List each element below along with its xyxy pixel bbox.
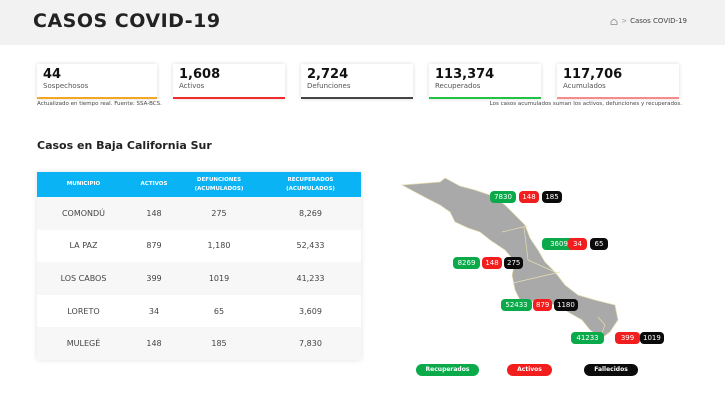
map-badge-mulege-activos: 148 — [519, 191, 539, 203]
stat-card-recuperados: 113,374 Recuperados — [429, 64, 541, 99]
cell-municipio: LORETO — [67, 306, 100, 316]
stat-card-sospechosos: 44 Sospechosos — [37, 64, 157, 99]
section-title: Casos en Baja California Sur — [37, 139, 212, 152]
cell-recuperados: 41,233 — [296, 273, 325, 283]
map-badge-mulege-recuperados: 7830 — [490, 191, 516, 203]
stat-label: Defunciones — [307, 82, 351, 90]
cell-defunciones: 185 — [211, 339, 227, 349]
cell-recuperados: 7,830 — [299, 339, 322, 349]
stat-card-activos: 1,608 Activos — [173, 64, 285, 99]
map-badge-loscabos-activos: 399 — [615, 332, 640, 344]
cell-defunciones: 1,180 — [207, 241, 231, 251]
cell-defunciones: 1019 — [208, 273, 230, 283]
cell-defunciones: 65 — [213, 306, 225, 316]
breadcrumb-current: Casos COVID-19 — [630, 17, 687, 25]
source-note: Actualizado en tiempo real. Fuente: SSA-… — [37, 101, 162, 107]
map-badge-loscabos-fallecidos: 1019 — [640, 332, 664, 344]
cell-defunciones: 275 — [211, 208, 227, 218]
table-row: MULEGÉ 148 185 7,830 — [37, 327, 361, 360]
table-row: LA PAZ 879 1,180 52,433 — [37, 230, 361, 263]
map-badge-lapaz-recuperados: 52433 — [501, 299, 532, 311]
legend-recuperados: Recuperados — [416, 364, 479, 376]
col-activos: ACTIVOS — [140, 181, 168, 187]
cell-recuperados: 8,269 — [299, 208, 322, 218]
stat-value: 44 — [43, 67, 62, 82]
map-badge-lapaz-activos: 879 — [533, 299, 553, 311]
cell-municipio: MULEGÉ — [66, 339, 101, 349]
cell-activos: 34 — [148, 306, 160, 316]
stat-value: 2,724 — [307, 67, 349, 82]
cell-recuperados: 3,609 — [299, 306, 322, 316]
cell-activos: 148 — [146, 208, 162, 218]
breadcrumb: > Casos COVID-19 — [610, 17, 687, 25]
cell-municipio: LA PAZ — [69, 241, 98, 251]
stat-label: Recuperados — [435, 82, 481, 90]
col-municipio: MUNICIPIO — [66, 181, 101, 187]
page-title: CASOS COVID-19 — [33, 10, 221, 32]
cell-municipio: LOS CABOS — [60, 273, 107, 283]
table-header: MUNICIPIO ACTIVOS DEFUNCIONES (ACUMULADO… — [37, 172, 361, 197]
home-icon[interactable] — [610, 17, 618, 25]
map-badge-loreto-recuperados: 3609 — [542, 238, 576, 250]
map-badge-loreto-activos: 34 — [568, 238, 587, 250]
accumulated-note: Los casos acumulados suman los activos, … — [489, 101, 682, 107]
map-badge-comondu-activos: 148 — [482, 257, 502, 269]
table-row: COMONDÚ 148 275 8,269 — [37, 197, 361, 230]
col-defunciones: DEFUNCIONES (ACUMULADOS) — [194, 176, 244, 192]
map-badge-comondu-fallecidos: 275 — [504, 257, 524, 269]
map-badge-mulege-fallecidos: 185 — [542, 191, 562, 203]
cell-activos: 148 — [146, 339, 162, 349]
stat-label: Acumulados — [563, 82, 606, 90]
stat-value: 117,706 — [563, 67, 623, 82]
page-header — [0, 0, 725, 45]
map-badge-comondu-recuperados: 8269 — [453, 257, 480, 269]
stat-value: 1,608 — [179, 67, 221, 82]
cell-recuperados: 52,433 — [296, 241, 325, 251]
legend-activos: Activos — [507, 364, 552, 376]
cell-activos: 879 — [146, 241, 162, 251]
cell-municipio: COMONDÚ — [61, 208, 106, 218]
cell-activos: 399 — [146, 273, 162, 283]
col-recuperados: RECUPERADOS (ACUMULADOS) — [286, 176, 335, 192]
breadcrumb-separator: > — [621, 17, 628, 25]
municipios-table: MUNICIPIO ACTIVOS DEFUNCIONES (ACUMULADO… — [37, 172, 361, 360]
map-badge-lapaz-fallecidos: 1180 — [554, 299, 578, 311]
legend-fallecidos: Fallecidos — [584, 364, 638, 376]
table-row: LORETO 34 65 3,609 — [37, 295, 361, 328]
stat-value: 113,374 — [435, 67, 495, 82]
stat-label: Activos — [179, 82, 205, 90]
map-badge-loscabos-recuperados: 41233 — [571, 332, 604, 344]
stat-label: Sospechosos — [43, 82, 89, 90]
map-badge-loreto-fallecidos: 65 — [590, 238, 608, 250]
table-row: LOS CABOS 399 1019 41,233 — [37, 262, 361, 295]
stat-card-defunciones: 2,724 Defunciones — [301, 64, 413, 99]
municipio-borders — [501, 225, 606, 334]
stat-card-acumulados: 117,706 Acumulados — [557, 64, 679, 99]
